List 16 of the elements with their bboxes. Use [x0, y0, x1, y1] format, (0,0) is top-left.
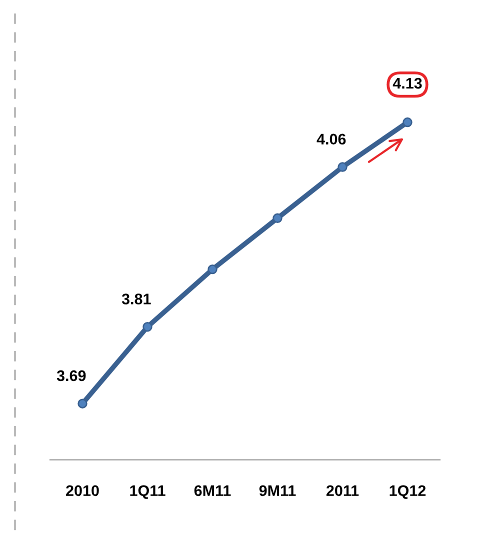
data-label: 3.69 [56, 370, 86, 382]
point [272, 213, 282, 224]
x-tick-label: 9M11 [259, 485, 296, 496]
x-tick-label: 1Q12 [390, 485, 426, 499]
x-tick-label: 2011 [326, 485, 359, 496]
x-tick-label: 1Q11 [130, 485, 166, 499]
x-tick-label: 6M11 [194, 485, 231, 496]
point [78, 398, 88, 408]
point [338, 162, 348, 172]
point [142, 322, 152, 332]
point [402, 117, 412, 128]
point [208, 264, 218, 274]
data-label: 4.13 [392, 78, 422, 89]
data-label: 4.06 [316, 134, 346, 145]
data-label: 3.81 [122, 294, 151, 304]
x-tick-label: 2010 [66, 485, 99, 496]
